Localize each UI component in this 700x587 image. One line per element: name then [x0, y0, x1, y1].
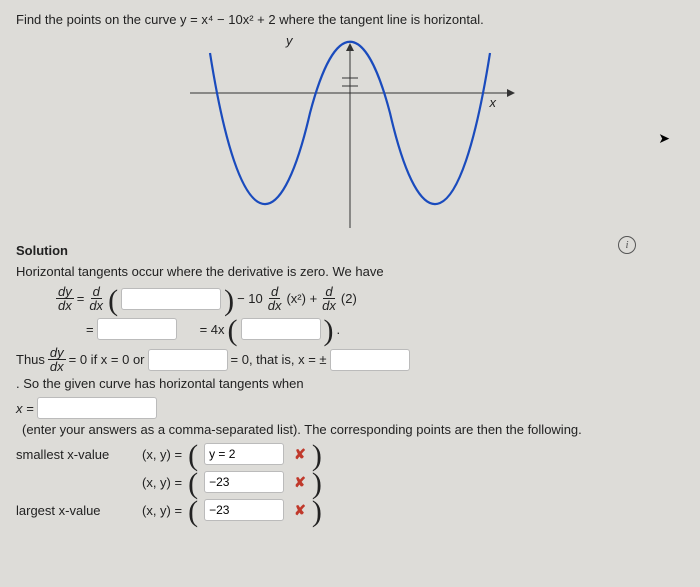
answer-row: largest x-value (x, y) = ( ✘) [16, 499, 684, 521]
thus-blank-1[interactable] [148, 349, 228, 371]
cross-icon: ✘ [294, 474, 306, 491]
answer-row: smallest x-value (x, y) = ( ✘) [16, 443, 684, 465]
row-label: largest x-value [16, 503, 136, 518]
axis-y-label: y [286, 33, 293, 48]
solution-heading: Solution [16, 243, 684, 258]
answer-input[interactable] [204, 499, 284, 521]
deriv-blank-1[interactable] [121, 288, 221, 310]
answer-input[interactable] [204, 443, 284, 465]
axis-x-label: x [490, 95, 497, 110]
paren-close: ) [312, 447, 322, 465]
row-lhs: (x, y) = [142, 503, 182, 518]
row-lhs: (x, y) = [142, 475, 182, 490]
x-list-line: x = (enter your answers as a comma-separ… [16, 397, 684, 437]
problem-prompt: Find the points on the curve y = x⁴ − 10… [16, 12, 684, 27]
thus-blank-2[interactable] [330, 349, 410, 371]
info-icon[interactable]: i [618, 236, 636, 254]
paren-open: ( [188, 503, 198, 521]
derivative-line-2: = = 4x ( ). [16, 318, 684, 340]
answer-row: (x, y) = ( ✘) [16, 471, 684, 493]
row-label: smallest x-value [16, 447, 136, 462]
solution-intro: Horizontal tangents occur where the deri… [16, 264, 684, 279]
thus-line: Thus dydx = 0 if x = 0 or = 0, that is, … [16, 346, 684, 391]
paren-open: ( [188, 475, 198, 493]
cross-icon: ✘ [294, 446, 306, 463]
row-lhs: (x, y) = [142, 447, 182, 462]
graph-region: y x [16, 33, 684, 233]
answer-input[interactable] [204, 471, 284, 493]
deriv-blank-3[interactable] [241, 318, 321, 340]
derivative-line-1: dydx = ddx ( ) − 10 ddx (x²) + ddx (2) [16, 285, 684, 312]
cursor-icon: ➤ [658, 130, 670, 147]
paren-open: ( [188, 447, 198, 465]
paren-close: ) [312, 503, 322, 521]
curve-graph [170, 33, 530, 233]
paren-close: ) [312, 475, 322, 493]
deriv-blank-2[interactable] [97, 318, 177, 340]
cross-icon: ✘ [294, 502, 306, 519]
x-list-blank[interactable] [37, 397, 157, 419]
